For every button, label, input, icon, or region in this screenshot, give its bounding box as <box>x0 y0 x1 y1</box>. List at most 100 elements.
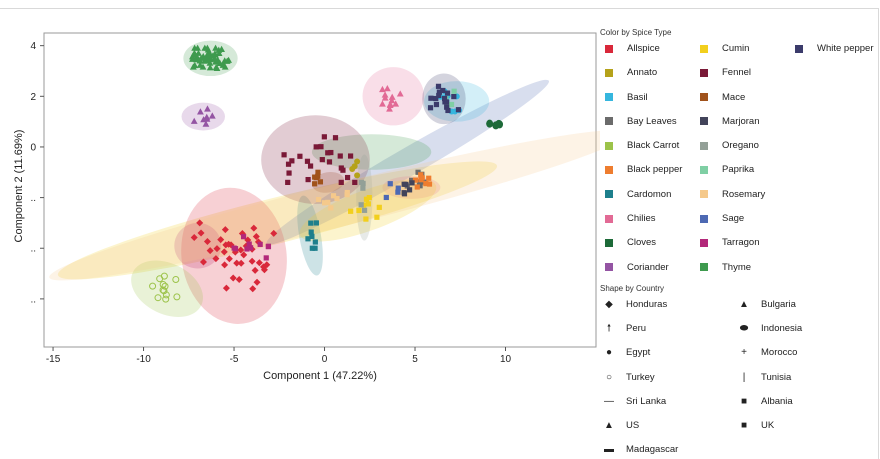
point-thyme <box>211 55 219 62</box>
point-thyme <box>212 44 219 51</box>
point-cumin <box>374 214 380 220</box>
y-tick-label: .. <box>30 294 36 305</box>
x-tick-label: -5 <box>230 354 239 365</box>
point-rosemary <box>325 199 331 205</box>
point-marjoran <box>406 187 413 193</box>
point-allspice <box>252 233 260 241</box>
legend-label: White pepper <box>817 43 874 54</box>
point-white-pepper <box>427 105 434 111</box>
y-tick-label: 0 <box>30 142 36 153</box>
point-tarragon <box>244 246 250 252</box>
legend-swatch <box>605 117 613 126</box>
shape-legend-item-us: ▲ US <box>600 418 735 433</box>
shape-legend-item-morocco: + Morocco <box>735 345 855 360</box>
point-fennel <box>338 179 344 186</box>
shape-legend-item-tunisia: | Tunisia <box>735 370 855 385</box>
point-black-carrot <box>173 293 181 301</box>
shape-legend-item-turkey: ○ Turkey <box>600 370 735 385</box>
point-white-pepper <box>445 107 451 114</box>
legend-swatch <box>795 44 803 53</box>
point-chilies <box>388 93 396 100</box>
legend-label: Cardomon <box>627 188 672 200</box>
point-fennel <box>326 159 333 165</box>
point-marjoran <box>401 181 407 187</box>
point-allspice <box>237 246 245 254</box>
point-fennel <box>304 158 311 164</box>
data-points <box>149 44 504 303</box>
legend-item-cumin: Cumin <box>695 41 790 56</box>
point-allspice <box>237 259 245 267</box>
point-white-pepper <box>436 92 442 99</box>
point-allspice <box>222 284 230 292</box>
shape-legend-label: Madagascar <box>626 444 679 456</box>
point-tarragon <box>263 255 269 261</box>
legend-label: Marjoran <box>722 115 760 127</box>
point-cardomon <box>308 220 314 226</box>
shape-icon: ◆ <box>605 298 613 310</box>
legend-item-annato: Annato <box>600 65 695 80</box>
point-white-pepper <box>442 99 448 105</box>
legend-swatch <box>605 44 613 53</box>
shape-icon: ▲ <box>604 420 614 432</box>
point-thyme <box>189 53 196 60</box>
shape-icon: ▲ <box>739 298 749 310</box>
point-tarragon <box>246 241 252 247</box>
legend-item-thyme: Thyme <box>695 260 790 275</box>
legend-swatch <box>605 165 613 174</box>
point-allspice <box>233 259 241 267</box>
point-oregano <box>360 185 366 191</box>
ellipse-rosemary <box>49 129 600 281</box>
point-white-pepper <box>444 104 450 110</box>
point-thyme <box>206 64 214 71</box>
legend-label: Thyme <box>722 261 752 273</box>
point-white-pepper <box>441 95 448 102</box>
point-cardomon <box>312 239 318 245</box>
point-chilies <box>381 94 389 101</box>
point-rosemary <box>330 193 337 199</box>
point-fennel <box>338 165 344 171</box>
point-chilies <box>396 90 404 97</box>
point-thyme <box>206 59 214 66</box>
point-allspice <box>220 248 228 256</box>
point-black-carrot <box>161 282 169 290</box>
point-allspice <box>270 229 278 237</box>
point-allspice <box>203 237 211 245</box>
shape-icon: ⬬ <box>739 322 749 334</box>
point-black-carrot <box>160 272 168 280</box>
point-chilies <box>392 100 400 107</box>
point-thyme <box>196 61 204 68</box>
point-black-pepper <box>423 181 429 187</box>
legend-label: Chilies <box>627 213 656 225</box>
legend-label: Oregano <box>722 140 759 152</box>
point-chilies <box>386 100 394 108</box>
point-thyme <box>221 63 229 70</box>
legend-spacer <box>790 90 875 105</box>
point-chilies <box>379 85 386 93</box>
scatter-plot: -15 -10 -5 0 5 10 4 2 0...... Component 1 (47.2… <box>13 32 600 382</box>
legend-swatch <box>605 238 613 247</box>
legend-label: Sage <box>722 213 745 225</box>
point-allspice <box>225 255 233 263</box>
x-tick-label: -10 <box>136 354 151 365</box>
point-chilies <box>383 84 391 92</box>
legend-label: Mace <box>722 91 746 103</box>
point-coriander <box>200 116 208 123</box>
shape-legend-title: Shape by Country <box>600 283 665 293</box>
y-tick-label: 2 <box>30 92 36 103</box>
legend-label: Coriander <box>627 261 669 273</box>
shape-legend-item-honduras: ◆ Honduras <box>600 297 735 312</box>
point-thyme <box>191 51 199 58</box>
point-black-pepper <box>414 184 420 190</box>
point-fennel <box>332 135 339 141</box>
shape-legend-label: UK <box>761 420 775 432</box>
point-bay-leaves <box>415 169 421 175</box>
legend-item-bay-leaves: Bay Leaves <box>600 114 695 129</box>
point-thyme <box>223 57 231 64</box>
point-cumin <box>363 196 370 202</box>
shape-legend-label: Bulgaria <box>761 298 796 310</box>
point-black-pepper <box>419 175 425 181</box>
point-white-pepper <box>436 89 442 95</box>
point-white-pepper <box>433 101 440 108</box>
point-allspice <box>250 224 258 232</box>
legend-label: Cloves <box>627 237 657 249</box>
